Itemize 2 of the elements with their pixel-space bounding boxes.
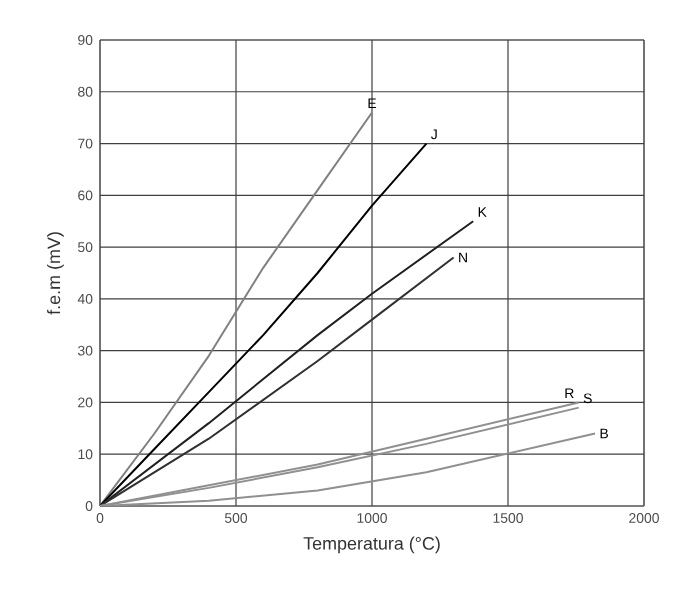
x-axis-title: Temperatura (°C) — [303, 536, 440, 554]
y-axis-title: f.e.m (mV) — [47, 232, 64, 315]
